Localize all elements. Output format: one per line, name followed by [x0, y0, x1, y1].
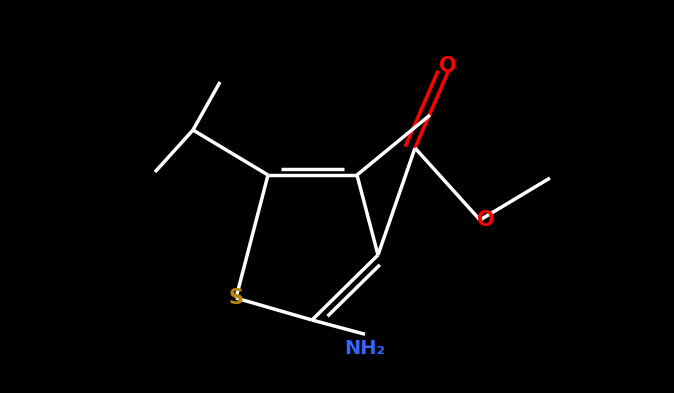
Text: O: O [439, 56, 457, 76]
Text: S: S [228, 288, 243, 308]
Text: NH₂: NH₂ [344, 338, 386, 358]
Text: O: O [477, 210, 494, 230]
